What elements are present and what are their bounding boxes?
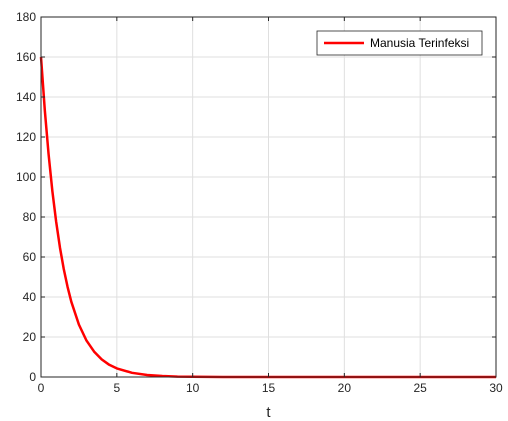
grid-lines xyxy=(41,17,496,377)
x-tick-label: 20 xyxy=(338,381,352,395)
y-tick-label: 140 xyxy=(16,90,36,104)
y-tick-label: 40 xyxy=(23,290,37,304)
y-tick-label: 100 xyxy=(16,170,36,184)
x-tick-label: 5 xyxy=(113,381,120,395)
x-tick-label: 15 xyxy=(262,381,276,395)
x-tick-label: 30 xyxy=(489,381,503,395)
y-tick-label: 180 xyxy=(16,10,36,24)
y-tick-label: 120 xyxy=(16,130,36,144)
tick-marks xyxy=(40,16,497,378)
x-tick-label: 25 xyxy=(413,381,427,395)
y-tick-label: 80 xyxy=(23,210,37,224)
legend-label: Manusia Terinfeksi xyxy=(370,36,469,50)
x-tick-label: 0 xyxy=(38,381,45,395)
tick-labels: 0 5 10 15 20 25 30 0 20 40 60 80 100 120 140 160 180 xyxy=(16,10,503,395)
y-tick-label: 160 xyxy=(16,50,36,64)
x-axis-label: t xyxy=(266,404,271,421)
y-tick-label: 20 xyxy=(23,330,37,344)
y-tick-label: 0 xyxy=(29,370,36,384)
legend: Manusia Terinfeksi xyxy=(316,30,483,56)
y-tick-label: 60 xyxy=(23,250,37,264)
x-tick-label: 10 xyxy=(186,381,200,395)
